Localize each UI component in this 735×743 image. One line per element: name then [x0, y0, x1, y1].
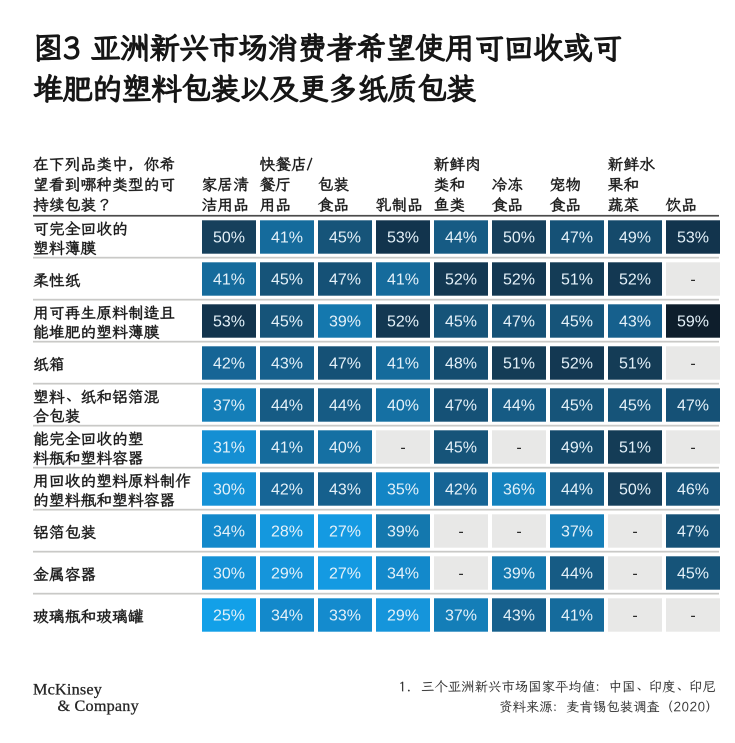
svg-text:39%: 39% [329, 313, 361, 330]
svg-text:47%: 47% [561, 229, 593, 246]
svg-text:41%: 41% [271, 439, 303, 456]
svg-text:39%: 39% [503, 565, 535, 582]
svg-text:53%: 53% [213, 313, 245, 330]
svg-text:-: - [458, 523, 463, 540]
svg-text:28%: 28% [271, 523, 303, 540]
svg-text:51%: 51% [503, 355, 535, 372]
svg-text:40%: 40% [329, 439, 361, 456]
svg-text:27%: 27% [329, 523, 361, 540]
svg-text:41%: 41% [561, 607, 593, 624]
svg-text:30%: 30% [213, 481, 245, 498]
svg-text:33%: 33% [329, 607, 361, 624]
svg-text:45%: 45% [445, 439, 477, 456]
svg-text:52%: 52% [561, 355, 593, 372]
svg-text:31%: 31% [213, 439, 245, 456]
svg-text:45%: 45% [619, 397, 651, 414]
svg-text:49%: 49% [561, 439, 593, 456]
svg-text:45%: 45% [561, 313, 593, 330]
svg-text:48%: 48% [445, 355, 477, 372]
svg-text:42%: 42% [271, 481, 303, 498]
svg-text:25%: 25% [213, 607, 245, 624]
svg-text:47%: 47% [677, 397, 709, 414]
svg-text:34%: 34% [213, 523, 245, 540]
svg-text:45%: 45% [561, 397, 593, 414]
svg-text:51%: 51% [619, 439, 651, 456]
svg-text:52%: 52% [503, 271, 535, 288]
svg-text:51%: 51% [619, 355, 651, 372]
svg-text:47%: 47% [329, 355, 361, 372]
svg-text:40%: 40% [387, 397, 419, 414]
svg-text:59%: 59% [677, 313, 709, 330]
svg-text:-: - [400, 439, 405, 456]
svg-text:34%: 34% [271, 607, 303, 624]
svg-text:-: - [690, 607, 695, 624]
svg-text:37%: 37% [561, 523, 593, 540]
svg-text:-: - [458, 565, 463, 582]
svg-text:-: - [516, 439, 521, 456]
svg-text:50%: 50% [503, 229, 535, 246]
svg-text:-: - [690, 439, 695, 456]
svg-text:44%: 44% [329, 397, 361, 414]
svg-text:46%: 46% [677, 481, 709, 498]
svg-text:44%: 44% [271, 397, 303, 414]
svg-text:-: - [690, 271, 695, 288]
svg-text:44%: 44% [445, 229, 477, 246]
svg-text:44%: 44% [561, 565, 593, 582]
svg-text:McKinsey: McKinsey [33, 681, 103, 699]
svg-text:43%: 43% [503, 607, 535, 624]
svg-text:43%: 43% [329, 481, 361, 498]
svg-text:45%: 45% [329, 229, 361, 246]
svg-text:43%: 43% [271, 355, 303, 372]
svg-text:53%: 53% [387, 229, 419, 246]
svg-text:34%: 34% [387, 565, 419, 582]
svg-text:53%: 53% [677, 229, 709, 246]
svg-text:41%: 41% [213, 271, 245, 288]
svg-text:51%: 51% [561, 271, 593, 288]
svg-text:45%: 45% [677, 565, 709, 582]
svg-text:44%: 44% [503, 397, 535, 414]
svg-text:44%: 44% [561, 481, 593, 498]
svg-text:45%: 45% [271, 313, 303, 330]
svg-text:41%: 41% [387, 271, 419, 288]
svg-text:47%: 47% [503, 313, 535, 330]
svg-text:45%: 45% [445, 313, 477, 330]
svg-text:42%: 42% [213, 355, 245, 372]
svg-text:52%: 52% [619, 271, 651, 288]
svg-text:41%: 41% [387, 355, 419, 372]
svg-text:37%: 37% [445, 607, 477, 624]
svg-text:47%: 47% [677, 523, 709, 540]
svg-text:49%: 49% [619, 229, 651, 246]
svg-text:42%: 42% [445, 481, 477, 498]
svg-text:47%: 47% [329, 271, 361, 288]
svg-text:30%: 30% [213, 565, 245, 582]
svg-text:29%: 29% [271, 565, 303, 582]
svg-text:35%: 35% [387, 481, 419, 498]
svg-text:37%: 37% [213, 397, 245, 414]
svg-text:47%: 47% [445, 397, 477, 414]
svg-text:-: - [632, 607, 637, 624]
svg-text:& Company: & Company [58, 697, 140, 715]
svg-text:29%: 29% [387, 607, 419, 624]
svg-text:52%: 52% [445, 271, 477, 288]
svg-text:43%: 43% [619, 313, 651, 330]
svg-text:52%: 52% [387, 313, 419, 330]
svg-text:27%: 27% [329, 565, 361, 582]
svg-text:50%: 50% [213, 229, 245, 246]
svg-text:45%: 45% [271, 271, 303, 288]
svg-text:-: - [632, 523, 637, 540]
svg-text:36%: 36% [503, 481, 535, 498]
svg-text:50%: 50% [619, 481, 651, 498]
svg-text:-: - [516, 523, 521, 540]
svg-text:41%: 41% [271, 229, 303, 246]
svg-text:39%: 39% [387, 523, 419, 540]
svg-text:-: - [632, 565, 637, 582]
svg-text:-: - [690, 355, 695, 372]
